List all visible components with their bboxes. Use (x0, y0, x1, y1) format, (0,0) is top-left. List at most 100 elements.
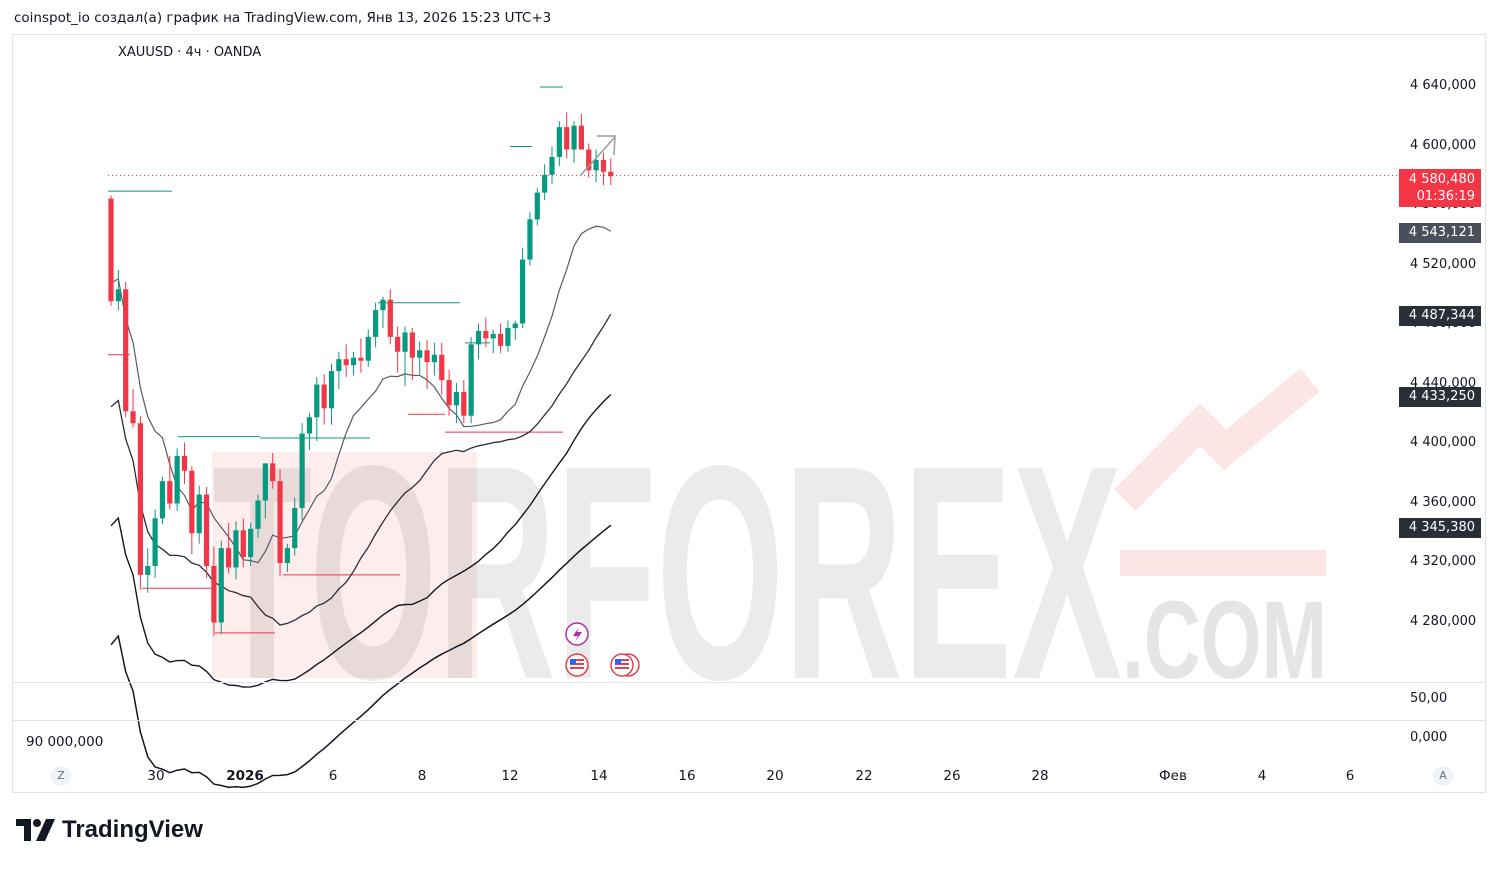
candle-countdown: 01:36:19 (1416, 189, 1475, 204)
candle (586, 143, 592, 178)
time-axis-label: 6 (1345, 768, 1355, 784)
candle (321, 374, 327, 425)
candle (255, 494, 261, 538)
moving-average-line (110, 313, 612, 626)
candle (314, 377, 320, 442)
lower-pane-bottom-value: 0,000 (1410, 730, 1448, 745)
time-axis-label: 2026 (226, 768, 264, 784)
price-axis-tick: 4 520,000 (1410, 256, 1477, 272)
time-axis-label: 8 (417, 768, 427, 784)
time-axis-label: 14 (590, 768, 608, 784)
candle (600, 152, 607, 186)
pane-separator-top[interactable] (13, 682, 1485, 683)
candle (446, 369, 452, 416)
pane-separator-bottom[interactable] (13, 720, 1485, 721)
candle (299, 423, 305, 520)
price-axis-tick: 4 400,000 (1410, 435, 1477, 450)
moving-average-line (110, 393, 612, 688)
candle (123, 281, 129, 418)
candle (189, 466, 195, 555)
candle (520, 247, 526, 328)
candle (483, 317, 489, 348)
candle (196, 485, 202, 544)
candle (218, 540, 224, 635)
candle (431, 342, 437, 376)
candle (137, 415, 143, 590)
candle (181, 442, 188, 485)
watermark-arrow (1114, 368, 1320, 511)
candle (505, 320, 511, 352)
watermark: TORFOREX .COM (212, 368, 1327, 743)
candle (453, 383, 460, 424)
current-price-value: 4 580,480 (1408, 172, 1475, 187)
price-axis-tick: 4 440,000 (1410, 375, 1477, 391)
candle (439, 342, 445, 395)
candle (174, 448, 180, 511)
candle (167, 455, 173, 510)
candle (468, 336, 474, 424)
moving-average-lines (110, 225, 612, 789)
candle (226, 522, 232, 574)
timezone-button[interactable]: Z (51, 766, 71, 786)
time-axis-label: 12 (501, 768, 519, 784)
price-axis-tick: 4 320,000 (1410, 554, 1477, 569)
ma1-value-tag: 4 543,121 (1399, 223, 1481, 243)
ma3-value-tag: 4 433,250 (1399, 387, 1481, 407)
candle (306, 412, 313, 450)
candle (373, 302, 379, 348)
candle (203, 487, 210, 578)
candle (593, 149, 599, 183)
forecast-arrow[interactable] (579, 135, 616, 177)
lower-pane-top-value: 50,00 (1410, 691, 1448, 706)
watermark-bar (1120, 550, 1326, 576)
price-axis-tick: 4 280,000 (1410, 613, 1477, 629)
candle (240, 518, 246, 568)
candle (527, 211, 533, 266)
candle (542, 164, 548, 201)
ma2-value-tag: 4 487,344 (1399, 306, 1481, 326)
moving-average-line (110, 524, 612, 789)
candle (512, 320, 518, 340)
candle (159, 476, 166, 525)
current-price-tag: 4 580,480 01:36:19 (1399, 169, 1481, 207)
time-axis-label: 20 (766, 768, 784, 784)
volume-label: 90 000,000 (26, 734, 104, 750)
candle (571, 121, 577, 163)
auto-scale-button[interactable]: A (1433, 766, 1453, 786)
candle (343, 344, 349, 378)
time-axis-label: 28 (1031, 768, 1049, 784)
symbol-label[interactable]: XAUUSD · 4ч · OANDA (118, 45, 262, 60)
candle (475, 323, 482, 360)
candle (145, 548, 151, 593)
time-axis-label: 4 (1257, 768, 1267, 784)
tradingview-logo-text: TradingView (62, 816, 203, 843)
chart-frame (12, 34, 1486, 793)
candle (549, 146, 555, 184)
candle (417, 341, 423, 375)
event-icons[interactable] (565, 622, 640, 677)
candle-series (108, 112, 614, 636)
ma4-value-tag: 4 345,380 (1399, 518, 1481, 538)
candle (233, 521, 239, 580)
chart-header-title: coinspot_io создал(а) график на TradingV… (14, 10, 552, 26)
candle (108, 195, 114, 306)
candle (262, 463, 268, 519)
candle (130, 388, 136, 428)
candle (490, 329, 496, 354)
watermark-suffix: .COM (1122, 579, 1327, 702)
candle (556, 121, 562, 166)
candle (211, 546, 217, 636)
candle (115, 269, 121, 311)
candle (277, 469, 283, 577)
time-axis-label: 26 (943, 768, 961, 784)
candle (497, 323, 504, 354)
candle (564, 112, 570, 159)
tradingview-logo[interactable]: TradingView (16, 816, 203, 844)
candle (292, 497, 298, 556)
candle (328, 363, 335, 425)
candle (578, 113, 584, 150)
price-axis-tick: 4 360,000 (1410, 494, 1477, 510)
candle (365, 329, 371, 367)
candle (387, 289, 393, 345)
